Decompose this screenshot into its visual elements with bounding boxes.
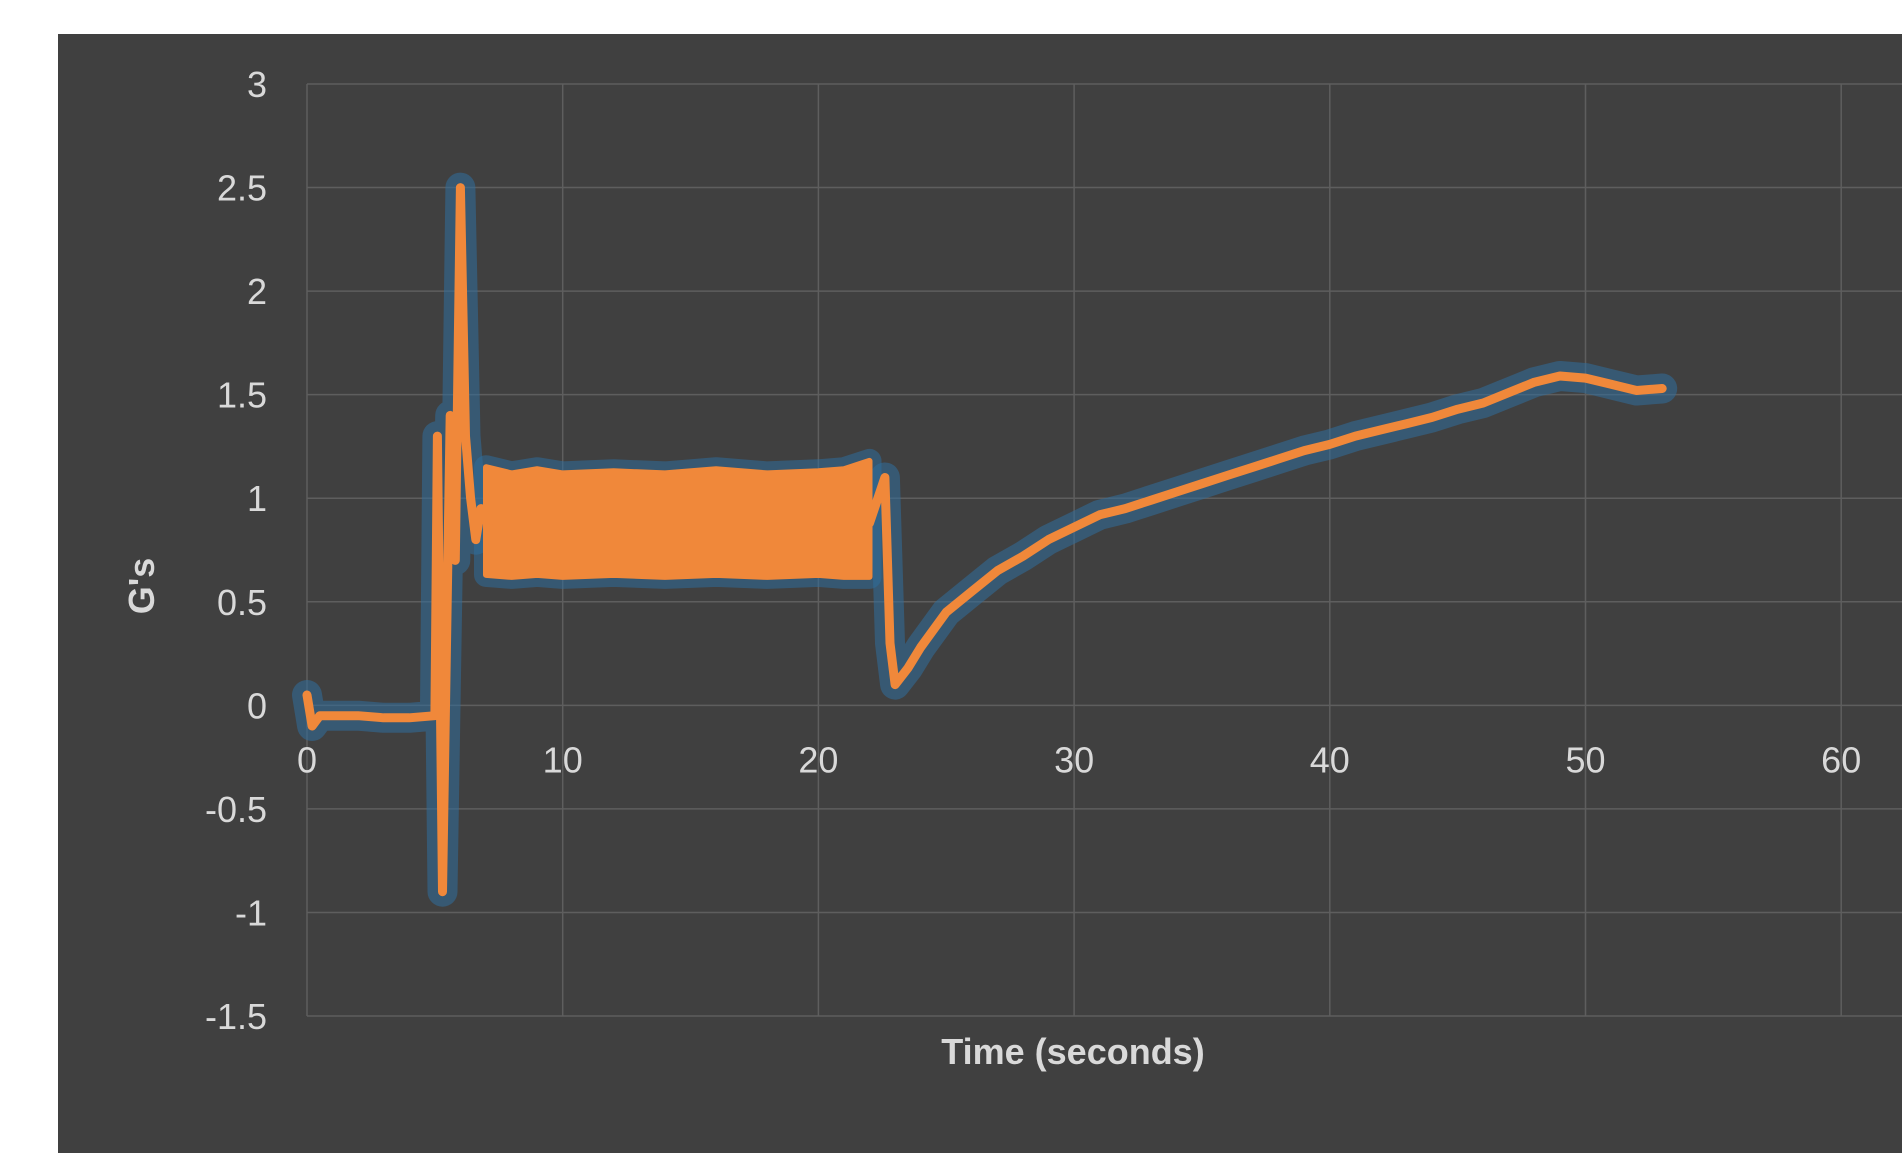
x-tick-label: 0 [297, 739, 317, 780]
y-tick-label: -1.5 [205, 996, 267, 1037]
x-axis-title: Time (seconds) [941, 1031, 1204, 1072]
y-tick-label: 0.5 [217, 582, 267, 623]
x-tick-label: 50 [1565, 739, 1605, 780]
x-tick-label: 40 [1310, 739, 1350, 780]
x-tick-labels: 0 10 20 30 40 50 60 [297, 739, 1861, 780]
y-tick-label: -0.5 [205, 789, 267, 830]
y-tick-label: 1.5 [217, 375, 267, 416]
y-axis-title: G's [121, 558, 162, 615]
y-tick-label: 0 [247, 685, 267, 726]
y-tick-label: 1 [247, 478, 267, 519]
series-line [302, 183, 1667, 897]
y-tick-label: 2.5 [217, 168, 267, 209]
series-layer [302, 183, 1667, 897]
y-tick-label: 3 [247, 64, 267, 105]
x-tick-label: 20 [798, 739, 838, 780]
x-tick-label: 10 [543, 739, 583, 780]
y-tick-labels: -1.5 -1 -0.5 0 0.5 1 1.5 2 2.5 3 [205, 64, 267, 1037]
y-tick-label: -1 [235, 892, 267, 933]
line-chart: -1.5 -1 -0.5 0 0.5 1 1.5 2 2.5 3 0 10 20 30 40 50 60 G'… [121, 64, 1902, 1072]
y-tick-label: 2 [247, 271, 267, 312]
x-tick-label: 60 [1821, 739, 1861, 780]
chart-panel: -1.5 -1 -0.5 0 0.5 1 1.5 2 2.5 3 0 10 20 30 40 50 60 G'… [58, 34, 1902, 1153]
x-tick-label: 30 [1054, 739, 1094, 780]
